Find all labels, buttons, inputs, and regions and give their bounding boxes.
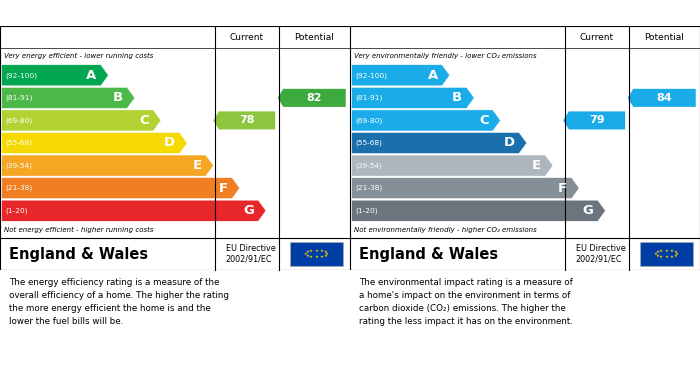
Polygon shape xyxy=(1,110,161,131)
Text: ★: ★ xyxy=(323,254,328,258)
Text: Not energy efficient - higher running costs: Not energy efficient - higher running co… xyxy=(4,227,153,233)
Polygon shape xyxy=(1,200,266,221)
Text: (1-20): (1-20) xyxy=(6,208,28,214)
Text: ★: ★ xyxy=(314,255,318,259)
Polygon shape xyxy=(1,65,108,86)
Text: F: F xyxy=(558,182,567,195)
Polygon shape xyxy=(351,200,606,221)
Text: B: B xyxy=(113,91,123,104)
Text: D: D xyxy=(504,136,515,149)
Text: Potential: Potential xyxy=(295,32,335,41)
Polygon shape xyxy=(351,178,580,199)
Text: C: C xyxy=(139,114,149,127)
Bar xyxy=(640,242,693,265)
Polygon shape xyxy=(214,111,275,129)
Text: (39-54): (39-54) xyxy=(6,162,32,169)
Text: ★: ★ xyxy=(309,255,313,259)
Bar xyxy=(290,242,343,265)
Text: EU Directive
2002/91/EC: EU Directive 2002/91/EC xyxy=(575,244,625,264)
Text: (92-100): (92-100) xyxy=(6,72,37,79)
Polygon shape xyxy=(1,133,188,154)
Text: ★: ★ xyxy=(670,249,673,253)
Text: A: A xyxy=(428,69,438,82)
Text: 79: 79 xyxy=(589,115,605,126)
Text: The environmental impact rating is a measure of
a home's impact on the environme: The environmental impact rating is a mea… xyxy=(358,278,573,326)
Text: A: A xyxy=(86,69,97,82)
Text: ★: ★ xyxy=(664,255,668,259)
Text: ★: ★ xyxy=(670,255,673,259)
Polygon shape xyxy=(351,110,500,131)
Text: ★: ★ xyxy=(655,250,659,255)
Polygon shape xyxy=(564,111,625,129)
Polygon shape xyxy=(628,89,696,107)
Text: England & Wales: England & Wales xyxy=(8,246,148,262)
Text: Current: Current xyxy=(580,32,614,41)
Text: D: D xyxy=(164,136,175,149)
Text: ★: ★ xyxy=(304,252,308,256)
Polygon shape xyxy=(1,155,214,176)
Text: F: F xyxy=(218,182,228,195)
Text: (21-38): (21-38) xyxy=(6,185,32,191)
Text: (81-91): (81-91) xyxy=(6,95,33,101)
Text: EU Directive
2002/91/EC: EU Directive 2002/91/EC xyxy=(225,244,275,264)
Text: ★: ★ xyxy=(673,250,678,255)
Text: ★: ★ xyxy=(673,254,678,258)
Text: B: B xyxy=(452,91,462,104)
Text: ★: ★ xyxy=(664,249,668,253)
Text: England & Wales: England & Wales xyxy=(358,246,498,262)
Text: ★: ★ xyxy=(659,249,663,253)
Text: Very environmentally friendly - lower CO₂ emissions: Very environmentally friendly - lower CO… xyxy=(354,53,536,59)
Text: Energy Efficiency Rating: Energy Efficiency Rating xyxy=(8,7,192,20)
Text: Potential: Potential xyxy=(645,32,685,41)
Text: Not environmentally friendly - higher CO₂ emissions: Not environmentally friendly - higher CO… xyxy=(354,227,536,233)
Text: (21-38): (21-38) xyxy=(355,185,382,191)
Text: 84: 84 xyxy=(657,93,672,103)
Text: ★: ★ xyxy=(320,249,323,253)
Text: (55-68): (55-68) xyxy=(6,140,32,146)
Polygon shape xyxy=(351,155,553,176)
Text: ★: ★ xyxy=(305,254,309,258)
Text: ★: ★ xyxy=(314,249,318,253)
Text: G: G xyxy=(243,204,254,217)
Text: ★: ★ xyxy=(659,255,663,259)
Text: (55-68): (55-68) xyxy=(355,140,382,146)
Text: ★: ★ xyxy=(655,254,659,258)
Text: C: C xyxy=(479,114,489,127)
Text: (69-80): (69-80) xyxy=(6,117,32,124)
Text: E: E xyxy=(532,159,541,172)
Text: Current: Current xyxy=(230,32,264,41)
Text: The energy efficiency rating is a measure of the
overall efficiency of a home. T: The energy efficiency rating is a measur… xyxy=(8,278,229,326)
Text: G: G xyxy=(582,204,594,217)
Text: ★: ★ xyxy=(675,252,679,256)
Polygon shape xyxy=(278,89,346,107)
Polygon shape xyxy=(1,87,134,108)
Text: ★: ★ xyxy=(305,250,309,255)
Text: ★: ★ xyxy=(309,249,313,253)
Text: Environmental Impact (CO₂) Rating: Environmental Impact (CO₂) Rating xyxy=(358,7,621,20)
Text: ★: ★ xyxy=(323,250,328,255)
Text: (92-100): (92-100) xyxy=(355,72,387,79)
Polygon shape xyxy=(351,65,449,86)
Text: ★: ★ xyxy=(325,252,329,256)
Text: (39-54): (39-54) xyxy=(355,162,382,169)
Polygon shape xyxy=(1,178,239,199)
Text: ★: ★ xyxy=(320,255,323,259)
Polygon shape xyxy=(351,87,475,108)
Text: ★: ★ xyxy=(654,252,658,256)
Text: (1-20): (1-20) xyxy=(355,208,378,214)
Text: Very energy efficient - lower running costs: Very energy efficient - lower running co… xyxy=(4,53,153,59)
Text: (69-80): (69-80) xyxy=(355,117,382,124)
Text: E: E xyxy=(193,159,202,172)
Text: (81-91): (81-91) xyxy=(355,95,383,101)
Text: 78: 78 xyxy=(239,115,255,126)
Polygon shape xyxy=(351,133,526,154)
Text: 82: 82 xyxy=(307,93,322,103)
